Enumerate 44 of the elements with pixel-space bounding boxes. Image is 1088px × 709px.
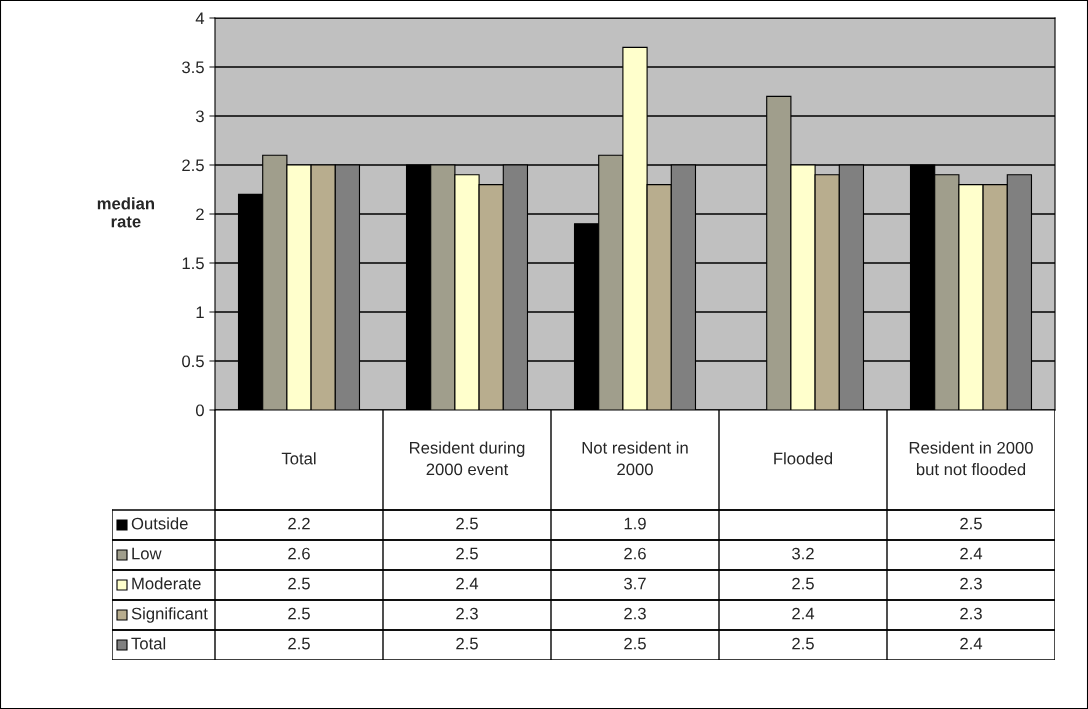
data-label: 2.3	[960, 577, 982, 590]
data-label: 2.3	[456, 607, 478, 620]
data-label: 2.4	[960, 547, 983, 560]
legend-label: Total	[131, 637, 166, 650]
legend-label: Moderate	[132, 577, 201, 590]
legend-label: Outside	[131, 517, 188, 530]
data-label: 2.6	[624, 547, 646, 560]
x-tick-label: Resident during 2000 event	[410, 441, 525, 476]
data-label: 2.4	[960, 637, 983, 650]
y-axis-title: median rate	[97, 197, 155, 228]
x-tick-label: Not resident in 2000	[582, 441, 688, 476]
data-label: 2.5	[288, 637, 310, 650]
legend-label: Low	[132, 547, 162, 560]
data-label: 3.2	[792, 547, 814, 560]
data-label: 1.9	[624, 517, 646, 530]
y-tick-label: 3.5	[182, 61, 204, 74]
y-tick-label: 1	[196, 306, 204, 319]
x-tick-label: Flooded	[774, 452, 833, 465]
y-tick-label: 1.5	[182, 257, 204, 270]
data-label: 2.5	[456, 517, 478, 530]
y-tick-label: 0.5	[182, 355, 204, 368]
data-label: 2.3	[960, 607, 982, 620]
data-label: 2.5	[792, 577, 814, 590]
y-tick-label: 0	[195, 404, 204, 417]
data-label: 2.5	[624, 637, 646, 650]
x-tick-label: Resident in 2000 but not flooded	[909, 441, 1033, 476]
y-tick-label: 3	[195, 110, 204, 123]
data-label: 2.5	[456, 547, 478, 560]
data-label: 2.5	[792, 637, 814, 650]
data-label: 2.6	[288, 547, 310, 560]
data-label: 2.4	[456, 577, 479, 590]
legend-label: Significant	[131, 607, 208, 623]
y-tick-label: 2	[196, 208, 204, 221]
y-tick-label: 4	[195, 12, 205, 25]
data-label: 2.5	[288, 607, 310, 620]
data-label: 2.3	[624, 607, 646, 620]
data-label: 3.7	[624, 577, 646, 590]
x-tick-label: Total	[281, 452, 316, 465]
data-label: 2.4	[792, 607, 815, 620]
data-label: 2.5	[288, 577, 310, 590]
data-label: 2.5	[456, 637, 478, 650]
y-tick-label: 2.5	[182, 159, 204, 172]
data-label: 2.2	[288, 517, 310, 530]
data-label: 2.5	[960, 517, 982, 530]
